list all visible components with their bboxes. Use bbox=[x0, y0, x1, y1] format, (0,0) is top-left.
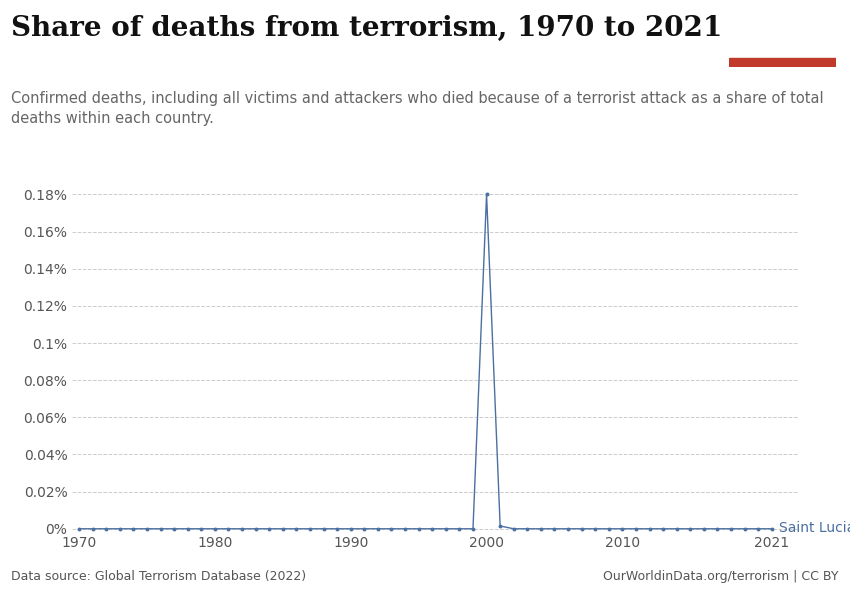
Text: Our World: Our World bbox=[752, 20, 812, 30]
Bar bbox=[729, 58, 836, 67]
Text: Share of deaths from terrorism, 1970 to 2021: Share of deaths from terrorism, 1970 to … bbox=[11, 15, 722, 42]
Text: Saint Lucia: Saint Lucia bbox=[779, 521, 850, 535]
Text: Data source: Global Terrorism Database (2022): Data source: Global Terrorism Database (… bbox=[11, 570, 306, 583]
Text: OurWorldinData.org/terrorism | CC BY: OurWorldinData.org/terrorism | CC BY bbox=[604, 570, 839, 583]
Text: in Data: in Data bbox=[761, 37, 803, 46]
Text: Confirmed deaths, including all victims and attackers who died because of a terr: Confirmed deaths, including all victims … bbox=[11, 91, 824, 126]
